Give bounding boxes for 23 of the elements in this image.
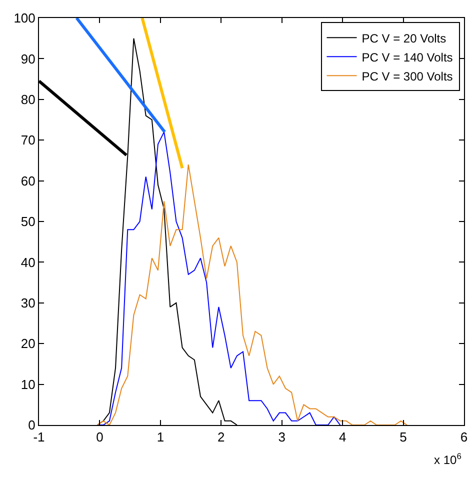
y-tick-label: 10	[20, 376, 36, 392]
x-tick-label: -1	[33, 430, 45, 445]
x-tick-label: 4	[338, 430, 346, 445]
legend-label: PC V = 300 Volts	[362, 69, 453, 84]
x-tick-label: 0	[96, 430, 104, 445]
x-tick-label: 2	[218, 430, 225, 445]
y-tick-label: 30	[20, 295, 36, 310]
y-tick-label: 70	[20, 132, 36, 148]
x-tick-label: 6	[460, 430, 468, 445]
y-tick-label: 80	[20, 92, 36, 107]
legend-label: PC V = 20 Volts	[362, 31, 446, 46]
y-tick-label: 20	[20, 336, 36, 352]
text: x 10$^{6}$	[434, 451, 462, 468]
x-tick-label: 3	[278, 430, 286, 445]
y-tick-label: 40	[20, 254, 36, 270]
y-tick-label: 90	[20, 51, 36, 66]
y-tick-label: 100	[14, 10, 36, 26]
x-tick-label: 1	[156, 430, 164, 445]
y-tick-label: 50	[20, 214, 36, 230]
legend-label: PC V = 140 Volts	[362, 50, 453, 64]
y-tick-label: 60	[20, 173, 36, 188]
x-tick-label: 5	[400, 430, 407, 445]
y-tick-label: 0	[28, 418, 36, 433]
